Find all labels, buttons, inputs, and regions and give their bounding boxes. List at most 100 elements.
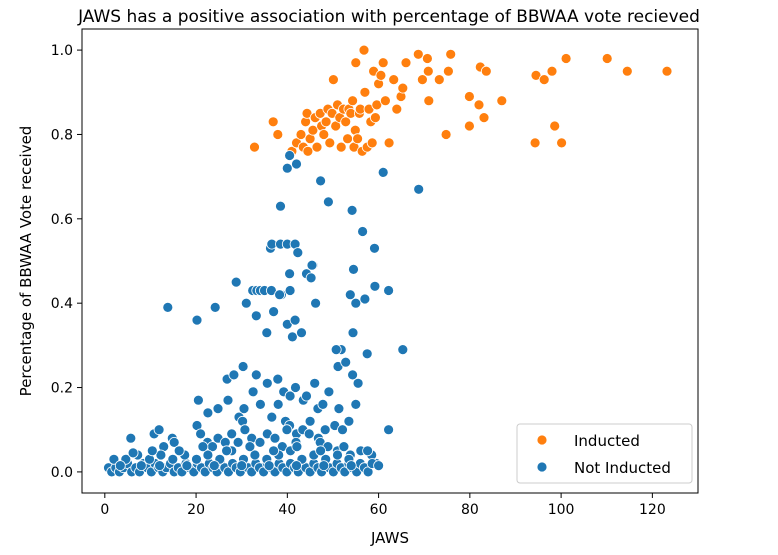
x-tick-label: 0 (100, 502, 109, 518)
data-point-inducted (546, 65, 558, 77)
data-point-not-inducted (168, 436, 180, 448)
y-tick-label: 0.4 (51, 296, 73, 312)
data-point-inducted (433, 74, 445, 85)
data-point-not-inducted (330, 344, 342, 356)
data-point-inducted (496, 95, 508, 107)
data-point-inducted (397, 82, 409, 94)
data-point-not-inducted (155, 449, 167, 461)
data-point-not-inducted (284, 268, 296, 280)
x-tick-label: 120 (639, 502, 666, 518)
data-point-not-inducted (373, 460, 385, 472)
data-point-inducted (473, 99, 485, 111)
data-point-not-inducted (291, 441, 303, 453)
data-point-inducted (421, 53, 433, 64)
data-point-not-inducted (228, 369, 240, 381)
data-point-not-inducted (181, 460, 193, 472)
data-point-inducted (318, 129, 330, 140)
data-point-not-inducted (344, 289, 356, 301)
data-point-inducted (383, 137, 395, 149)
data-point-not-inducted (289, 314, 301, 326)
data-point-inducted (369, 112, 381, 123)
data-point-not-inducted (284, 150, 296, 161)
data-point-not-inducted (333, 403, 345, 415)
data-point-not-inducted (340, 356, 352, 368)
legend-box (516, 423, 693, 484)
data-point-inducted (388, 74, 400, 85)
data-point-not-inducted (318, 460, 330, 472)
data-point-not-inducted (244, 441, 256, 453)
data-point-not-inducted (261, 377, 273, 389)
data-point-inducted (538, 74, 550, 85)
data-point-not-inducted (275, 200, 286, 212)
data-point-not-inducted (348, 263, 359, 275)
legend-marker-not-inducted (536, 461, 548, 473)
data-point-not-inducted (304, 415, 316, 427)
data-point-not-inducted (413, 183, 425, 195)
data-point-not-inducted (221, 445, 233, 457)
data-point-not-inducted (247, 386, 259, 398)
data-point-not-inducted (347, 369, 359, 381)
data-point-not-inducted (208, 460, 220, 472)
data-point-not-inducted (239, 424, 251, 436)
data-point-inducted (463, 120, 475, 132)
data-point-not-inducted (125, 432, 137, 444)
data-point-not-inducted (237, 361, 249, 372)
legend-label-not-inducted: Not Inducted (574, 459, 671, 477)
data-point-inducted (529, 137, 541, 149)
plot-frame (81, 28, 699, 494)
data-point-inducted (324, 137, 336, 149)
data-point-not-inducted (315, 175, 327, 187)
data-point-not-inducted (350, 297, 362, 309)
y-tick-label: 0.6 (51, 212, 73, 228)
data-point-inducted (601, 53, 613, 64)
data-point-not-inducted (250, 310, 262, 322)
data-point-not-inducted (268, 306, 280, 318)
data-point-inducted (371, 99, 383, 111)
data-point-not-inducted (337, 424, 348, 436)
data-point-not-inducted (303, 428, 315, 440)
data-point-inducted (350, 57, 362, 69)
data-point-not-inducted (146, 445, 158, 457)
data-point-inducted (463, 91, 475, 102)
data-point-inducted (347, 95, 359, 107)
data-point-not-inducted (254, 398, 266, 410)
data-point-not-inducted (292, 247, 304, 259)
y-tick-label: 1.0 (51, 43, 73, 59)
data-point-not-inducted (197, 441, 209, 453)
x-tick-label: 60 (370, 502, 388, 518)
data-point-inducted (377, 57, 389, 69)
data-point-not-inducted (383, 285, 395, 296)
data-point-not-inducted (317, 398, 329, 410)
data-point-not-inducted (361, 348, 373, 360)
x-tick-label: 100 (548, 502, 575, 518)
data-point-not-inducted (284, 285, 296, 296)
data-point-not-inducted (310, 297, 322, 309)
data-point-not-inducted (153, 424, 165, 436)
data-point-not-inducted (369, 280, 381, 292)
x-axis-label: JAWS (370, 529, 409, 547)
data-point-not-inducted (263, 460, 275, 472)
data-point-inducted (335, 141, 347, 153)
data-point-not-inducted (261, 327, 273, 339)
data-point-not-inducted (249, 449, 261, 461)
data-point-inducted (400, 57, 412, 69)
data-point-inducted (307, 124, 319, 136)
data-point-not-inducted (240, 297, 252, 309)
data-point-not-inducted (359, 293, 371, 305)
legend-marker-inducted (536, 434, 548, 446)
data-point-not-inducted (362, 445, 374, 457)
data-point-not-inducted (232, 436, 244, 448)
data-point-inducted (549, 120, 561, 132)
data-point-inducted (327, 74, 339, 85)
data-point-inducted (320, 116, 332, 128)
y-tick-label: 0.8 (51, 127, 73, 143)
plot-area (103, 44, 673, 478)
data-point-not-inducted (250, 369, 262, 381)
data-point-not-inducted (222, 394, 234, 406)
data-point-not-inducted (269, 432, 281, 444)
legend-label-inducted: Inducted (574, 432, 640, 450)
data-point-not-inducted (236, 460, 248, 472)
data-point-not-inducted (291, 158, 302, 170)
data-point-not-inducted (154, 460, 166, 472)
